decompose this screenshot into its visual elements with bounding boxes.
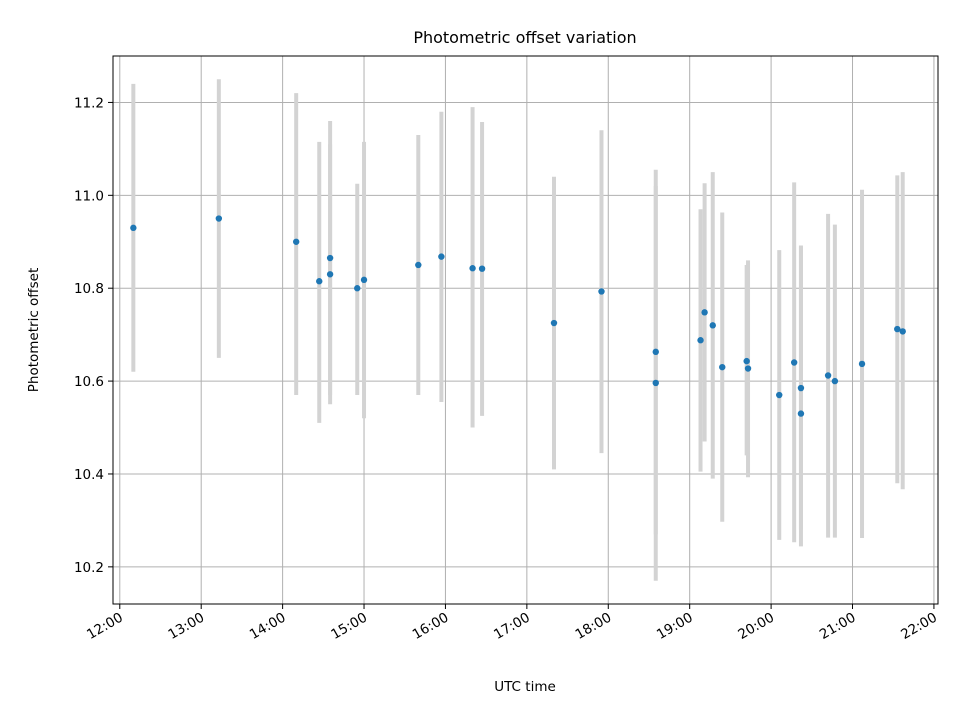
x-tick-label: 18:00 [573,610,615,643]
x-tick-label: 13:00 [166,610,208,643]
x-axis: 12:00 13:00 14:00 15:00 16:00 17:00 18:00 19:00… [84,604,940,643]
y-tick-label: 11.2 [74,95,104,111]
data-point [894,325,901,333]
data-point [360,276,368,284]
data-point [652,379,659,387]
x-tick-label: 12:00 [84,610,126,643]
y-tick-label: 10.4 [74,467,104,483]
grid [113,56,938,604]
data-point [744,365,752,372]
x-tick-label: 16:00 [410,610,452,643]
data-point [326,271,334,278]
x-axis-label: UTC time [494,679,556,695]
data-point [709,322,716,329]
data-point [215,215,223,222]
data-point [598,288,605,295]
data-point [550,319,558,327]
data-point [652,348,659,356]
x-tick-label: 20:00 [735,610,777,643]
data-point [797,410,805,417]
x-tick-label: 17:00 [491,610,533,643]
data-point [776,391,783,399]
data-point [824,372,832,379]
data-point [292,238,300,245]
y-tick-label: 11.0 [74,188,104,204]
y-tick-label: 10.6 [74,374,104,390]
plot-frame [112,55,939,605]
error-bars [131,79,905,581]
y-tick-label: 10.2 [74,560,104,576]
x-tick-label: 22:00 [898,610,940,643]
data-point [478,265,486,272]
data-point [858,360,866,368]
data-point [354,285,361,292]
chart-title: Photometric offset variation [413,28,636,47]
data-point [469,265,476,272]
y-axis: 10.2 10.4 10.6 10.8 11.0 11.2 [74,95,113,576]
x-tick-label: 19:00 [654,610,696,643]
data-point [743,357,750,365]
y-axis-label: Photometric offset [26,268,42,392]
data-point [130,224,137,232]
data-point [831,377,839,385]
data-point [326,254,334,262]
data-point [701,309,708,316]
data-point [899,328,906,335]
data-point [316,278,323,285]
data-point [790,359,798,366]
data-point [719,363,726,371]
data-points [130,215,906,417]
x-tick-label: 21:00 [817,610,859,643]
y-tick-label: 10.8 [74,281,104,297]
data-point [797,384,805,392]
data-point [438,253,445,260]
x-tick-label: 15:00 [328,610,370,643]
data-point [415,261,422,269]
data-point [697,337,704,344]
x-tick-label: 14:00 [247,610,289,643]
